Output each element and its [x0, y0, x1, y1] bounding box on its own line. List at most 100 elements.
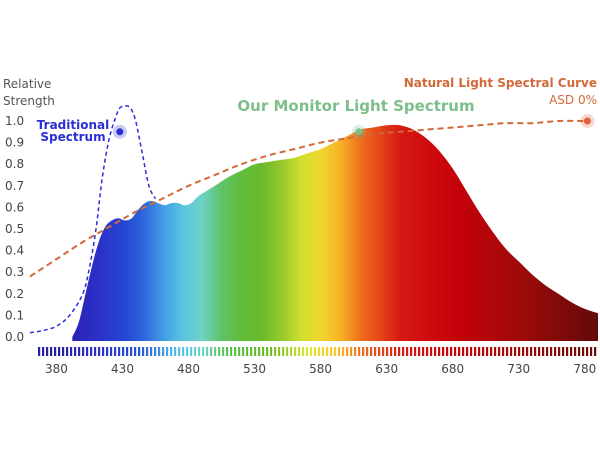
traditional-spectrum-line: [29, 105, 157, 334]
strip-bar: [166, 347, 169, 356]
strip-bar: [194, 347, 197, 356]
strip-bar: [394, 347, 397, 356]
strip-bar: [574, 347, 577, 356]
strip-bar: [182, 347, 185, 356]
strip-bar: [450, 347, 453, 356]
strip-bar: [242, 347, 245, 356]
strip-bar: [106, 347, 109, 356]
strip-bar: [398, 347, 401, 356]
strip-bar: [350, 347, 353, 356]
strip-bar: [278, 347, 281, 356]
natural-light-label: Natural Light Spectral Curve: [404, 76, 597, 90]
strip-bar: [174, 347, 177, 356]
x-tick-label: 530: [243, 362, 266, 376]
x-tick-label: 680: [441, 362, 464, 376]
strip-bar: [342, 347, 345, 356]
x-tick-label: 580: [309, 362, 332, 376]
y-tick-label: 0.6: [5, 200, 24, 214]
strip-bar: [162, 347, 165, 356]
strip-bar: [514, 347, 517, 356]
strip-bar: [318, 347, 321, 356]
strip-bar: [322, 347, 325, 356]
y-tick-label: 0.7: [5, 179, 24, 193]
strip-bar: [202, 347, 205, 356]
y-axis-title-line-1: Relative: [3, 77, 51, 91]
strip-bar: [86, 347, 89, 356]
strip-bar: [590, 347, 593, 356]
strip-bar: [270, 347, 273, 356]
strip-bar: [306, 347, 309, 356]
strip-bar: [482, 347, 485, 356]
strip-bar: [526, 347, 529, 356]
traditional-label-line-1: Traditional: [37, 118, 109, 132]
strip-bar: [134, 347, 137, 356]
strip-bar: [46, 347, 49, 356]
strip-bar: [138, 347, 141, 356]
strip-bar: [230, 347, 233, 356]
strip-bar: [334, 347, 337, 356]
strip-bar: [158, 347, 161, 356]
strip-bar: [126, 347, 129, 356]
strip-bar: [442, 347, 445, 356]
y-tick-label: 0.0: [5, 330, 24, 344]
strip-bar: [110, 347, 113, 356]
strip-bar: [530, 347, 533, 356]
strip-bar: [382, 347, 385, 356]
strip-bar: [74, 347, 77, 356]
strip-bar: [234, 347, 237, 356]
strip-bar: [582, 347, 585, 356]
strip-bar: [478, 347, 481, 356]
strip-bar: [266, 347, 269, 356]
strip-bar: [538, 347, 541, 356]
strip-bar: [494, 347, 497, 356]
strip-bar: [258, 347, 261, 356]
x-axis-ticks: 380 430 480 530 580 630 680 730 780: [45, 362, 596, 376]
y-tick-label: 0.8: [5, 157, 24, 171]
strip-bar: [358, 347, 361, 356]
strip-bar: [50, 347, 53, 356]
strip-bar: [94, 347, 97, 356]
strip-bar: [390, 347, 393, 356]
strip-bar: [326, 347, 329, 356]
strip-bar: [406, 347, 409, 356]
strip-bar: [90, 347, 93, 356]
x-tick-label: 380: [45, 362, 68, 376]
strip-bar: [102, 347, 105, 356]
strip-bar: [558, 347, 561, 356]
strip-bar: [422, 347, 425, 356]
strip-bar: [338, 347, 341, 356]
traditional-spectrum-label: Traditional Spectrum: [37, 118, 109, 144]
strip-bar: [142, 347, 145, 356]
strip-bar: [354, 347, 357, 356]
x-tick-label: 630: [375, 362, 398, 376]
strip-bar: [522, 347, 525, 356]
strip-bar: [378, 347, 381, 356]
strip-bar: [250, 347, 253, 356]
strip-bar: [562, 347, 565, 356]
y-tick-label: 0.1: [5, 308, 24, 322]
strip-bar: [578, 347, 581, 356]
y-tick-label: 0.5: [5, 222, 24, 236]
strip-bar: [518, 347, 521, 356]
strip-bar: [330, 347, 333, 356]
strip-bar: [474, 347, 477, 356]
strip-bar: [282, 347, 285, 356]
natural-light-curve-line: [29, 119, 585, 278]
strip-bar: [118, 347, 121, 356]
strip-bar: [274, 347, 277, 356]
strip-bar: [418, 347, 421, 356]
y-axis-ticks: 0.0 0.1 0.2 0.3 0.4 0.5 0.6 0.7 0.8 0.9 1.0: [5, 114, 24, 344]
strip-bar: [314, 347, 317, 356]
asd-label: ASD 0%: [549, 93, 597, 107]
strip-bar: [362, 347, 365, 356]
strip-bar: [178, 347, 181, 356]
monitor-spectrum-area: [72, 124, 599, 341]
curve-markers: [112, 114, 595, 139]
strip-bar: [570, 347, 573, 356]
strip-bar: [414, 347, 417, 356]
strip-bar: [58, 347, 61, 356]
strip-bar: [370, 347, 373, 356]
wavelength-color-strip: [38, 347, 597, 356]
strip-bar: [534, 347, 537, 356]
